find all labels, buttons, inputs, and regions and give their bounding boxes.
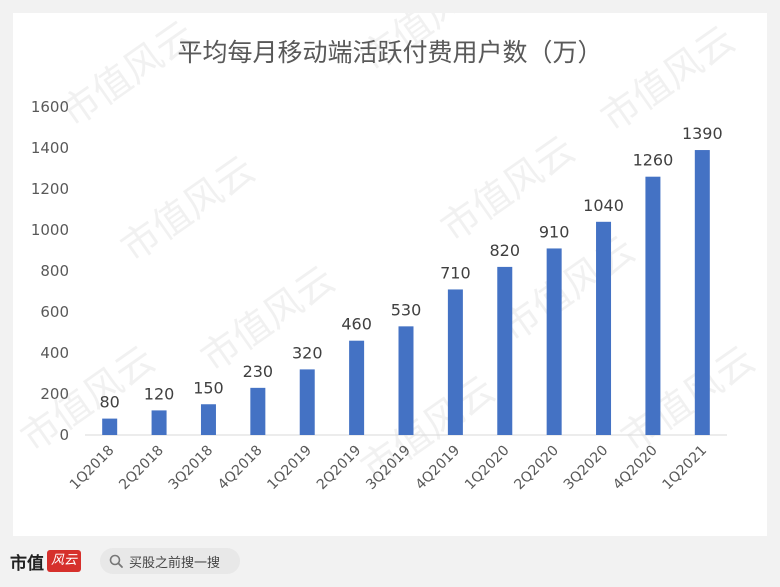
y-tick-label: 1000: [31, 221, 69, 239]
data-label: 820: [489, 241, 520, 260]
data-label: 1390: [682, 124, 723, 143]
bar: [398, 326, 414, 435]
bar: [349, 340, 365, 435]
data-labels: 80 120 150 230 320 460 530 710 820 910 1040 1260 139…: [100, 124, 723, 412]
bar: [596, 221, 612, 435]
search-box[interactable]: 买股之前搜一搜: [100, 548, 240, 574]
bar: [447, 289, 463, 435]
brand-logo-badge: 风云: [47, 550, 82, 572]
y-tick-label: 1200: [31, 180, 69, 198]
watermark-text: 市值风云: [53, 13, 203, 135]
x-tick-label: 2Q2019: [314, 443, 365, 494]
watermark-text: 市值风云: [13, 337, 163, 460]
y-tick-label: 400: [40, 344, 69, 362]
chart-title: 平均每月移动端活跃付费用户数（万）: [177, 38, 602, 67]
data-label: 80: [100, 393, 120, 412]
x-tick-label: 3Q2020: [561, 443, 612, 494]
data-label: 150: [193, 378, 224, 397]
bars: [102, 150, 710, 436]
x-tick-label: 1Q2020: [462, 443, 513, 494]
x-tick-label: 4Q2018: [215, 443, 266, 494]
y-tick-label: 1400: [31, 139, 69, 157]
data-label: 530: [391, 300, 422, 319]
y-tick-label: 600: [40, 303, 69, 321]
bar: [151, 410, 167, 435]
y-tick-label: 0: [59, 426, 69, 444]
bar: [645, 176, 661, 435]
footer-bar: 市值 风云 买股之前搜一搜: [0, 536, 780, 587]
x-tick-label: 1Q2019: [264, 443, 315, 494]
bar: [546, 248, 562, 435]
data-label: 910: [539, 222, 570, 241]
data-label: 230: [243, 362, 274, 381]
data-label: 120: [144, 384, 175, 403]
bar: [102, 418, 118, 435]
brand-logo[interactable]: 市值 风云: [10, 548, 82, 574]
brand-name: 市值: [10, 553, 44, 574]
search-text: 买股之前搜一搜: [129, 555, 221, 571]
watermark-text: 市值风云: [593, 17, 743, 140]
x-tick-label: 2Q2018: [116, 443, 167, 494]
bar: [250, 387, 266, 435]
bar: [200, 404, 216, 435]
x-tick-label: 3Q2018: [166, 443, 217, 494]
x-tick-label: 2Q2020: [511, 443, 562, 494]
y-tick-label: 800: [40, 262, 69, 280]
watermark-text: 市值风云: [113, 147, 263, 270]
x-tick-label: 1Q2018: [67, 443, 118, 494]
x-tick-label: 1Q2021: [660, 443, 711, 494]
search-icon: [109, 554, 123, 568]
y-tick-label: 200: [40, 385, 69, 403]
bar: [694, 150, 710, 436]
chart-card: 市值风云 市值风云 市值风云 市值风云 市值风云 市值风云 市值风云 市值风云 市值风云 市值风云…: [13, 13, 767, 536]
y-tick-label: 1600: [31, 98, 69, 116]
data-label: 1040: [583, 196, 624, 215]
bar: [497, 266, 513, 435]
data-label: 460: [341, 315, 372, 334]
bar: [299, 369, 315, 435]
data-label: 1260: [633, 151, 674, 170]
y-axis: 0 200 400 600 800 1000 1200 1400 1600: [31, 98, 69, 444]
data-label: 710: [440, 263, 471, 282]
watermark-text: 市值风云: [613, 337, 763, 460]
data-label: 320: [292, 343, 323, 362]
